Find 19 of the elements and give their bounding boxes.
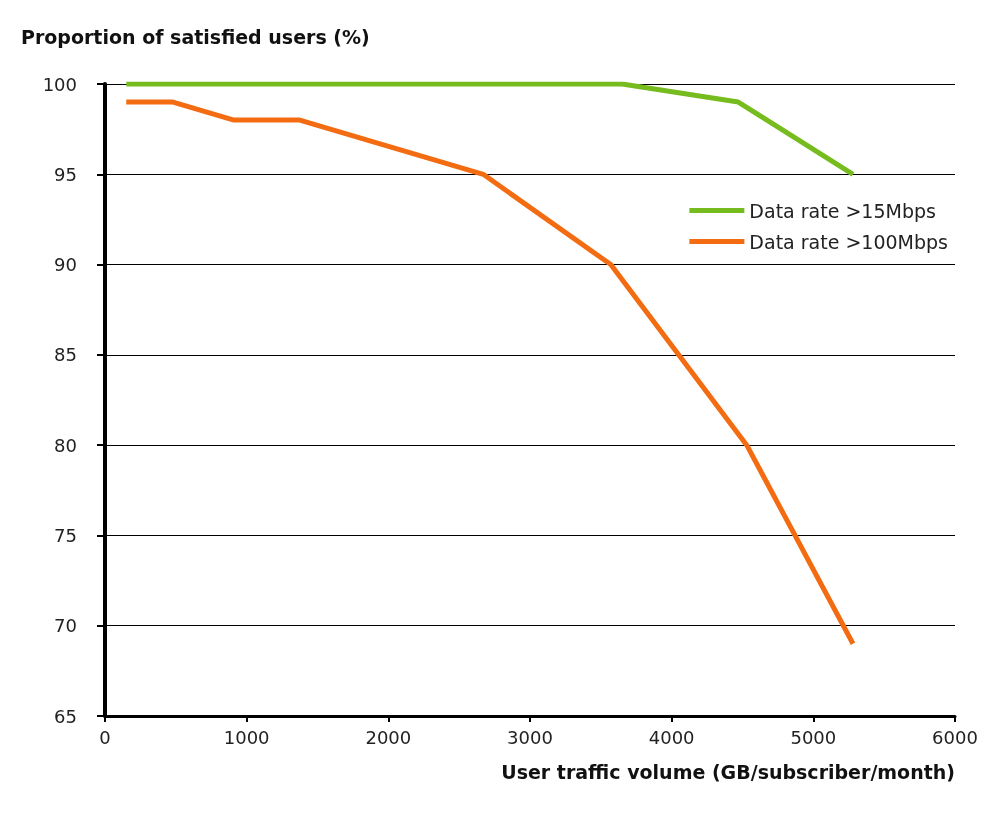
y-axis-title: Proportion of satisfied users (%) bbox=[21, 25, 370, 48]
x-tick-label: 3000 bbox=[507, 726, 553, 748]
y-tick-label: 75 bbox=[54, 524, 77, 546]
x-axis-title: User traffic volume (GB/subscriber/month) bbox=[501, 760, 955, 783]
x-tick-label: 2000 bbox=[365, 726, 412, 748]
y-tick-label: 95 bbox=[54, 163, 77, 185]
legend-label: Data rate >100Mbps bbox=[749, 230, 948, 253]
x-tick-label: 6000 bbox=[932, 726, 978, 748]
y-tick-label: 80 bbox=[54, 434, 77, 456]
y-tick-label: 85 bbox=[54, 344, 77, 366]
y-tick-label: 100 bbox=[42, 73, 77, 95]
x-tick-label: 5000 bbox=[790, 726, 837, 748]
x-tick-label: 1000 bbox=[223, 726, 270, 748]
legend-label: Data rate >15Mbps bbox=[749, 199, 936, 222]
y-tick-label: 90 bbox=[54, 254, 77, 276]
x-tick-label: 0 bbox=[99, 726, 111, 748]
x-tick-label: 4000 bbox=[648, 726, 695, 748]
y-tick-label: 70 bbox=[54, 615, 77, 637]
y-tick-label: 65 bbox=[54, 705, 77, 727]
